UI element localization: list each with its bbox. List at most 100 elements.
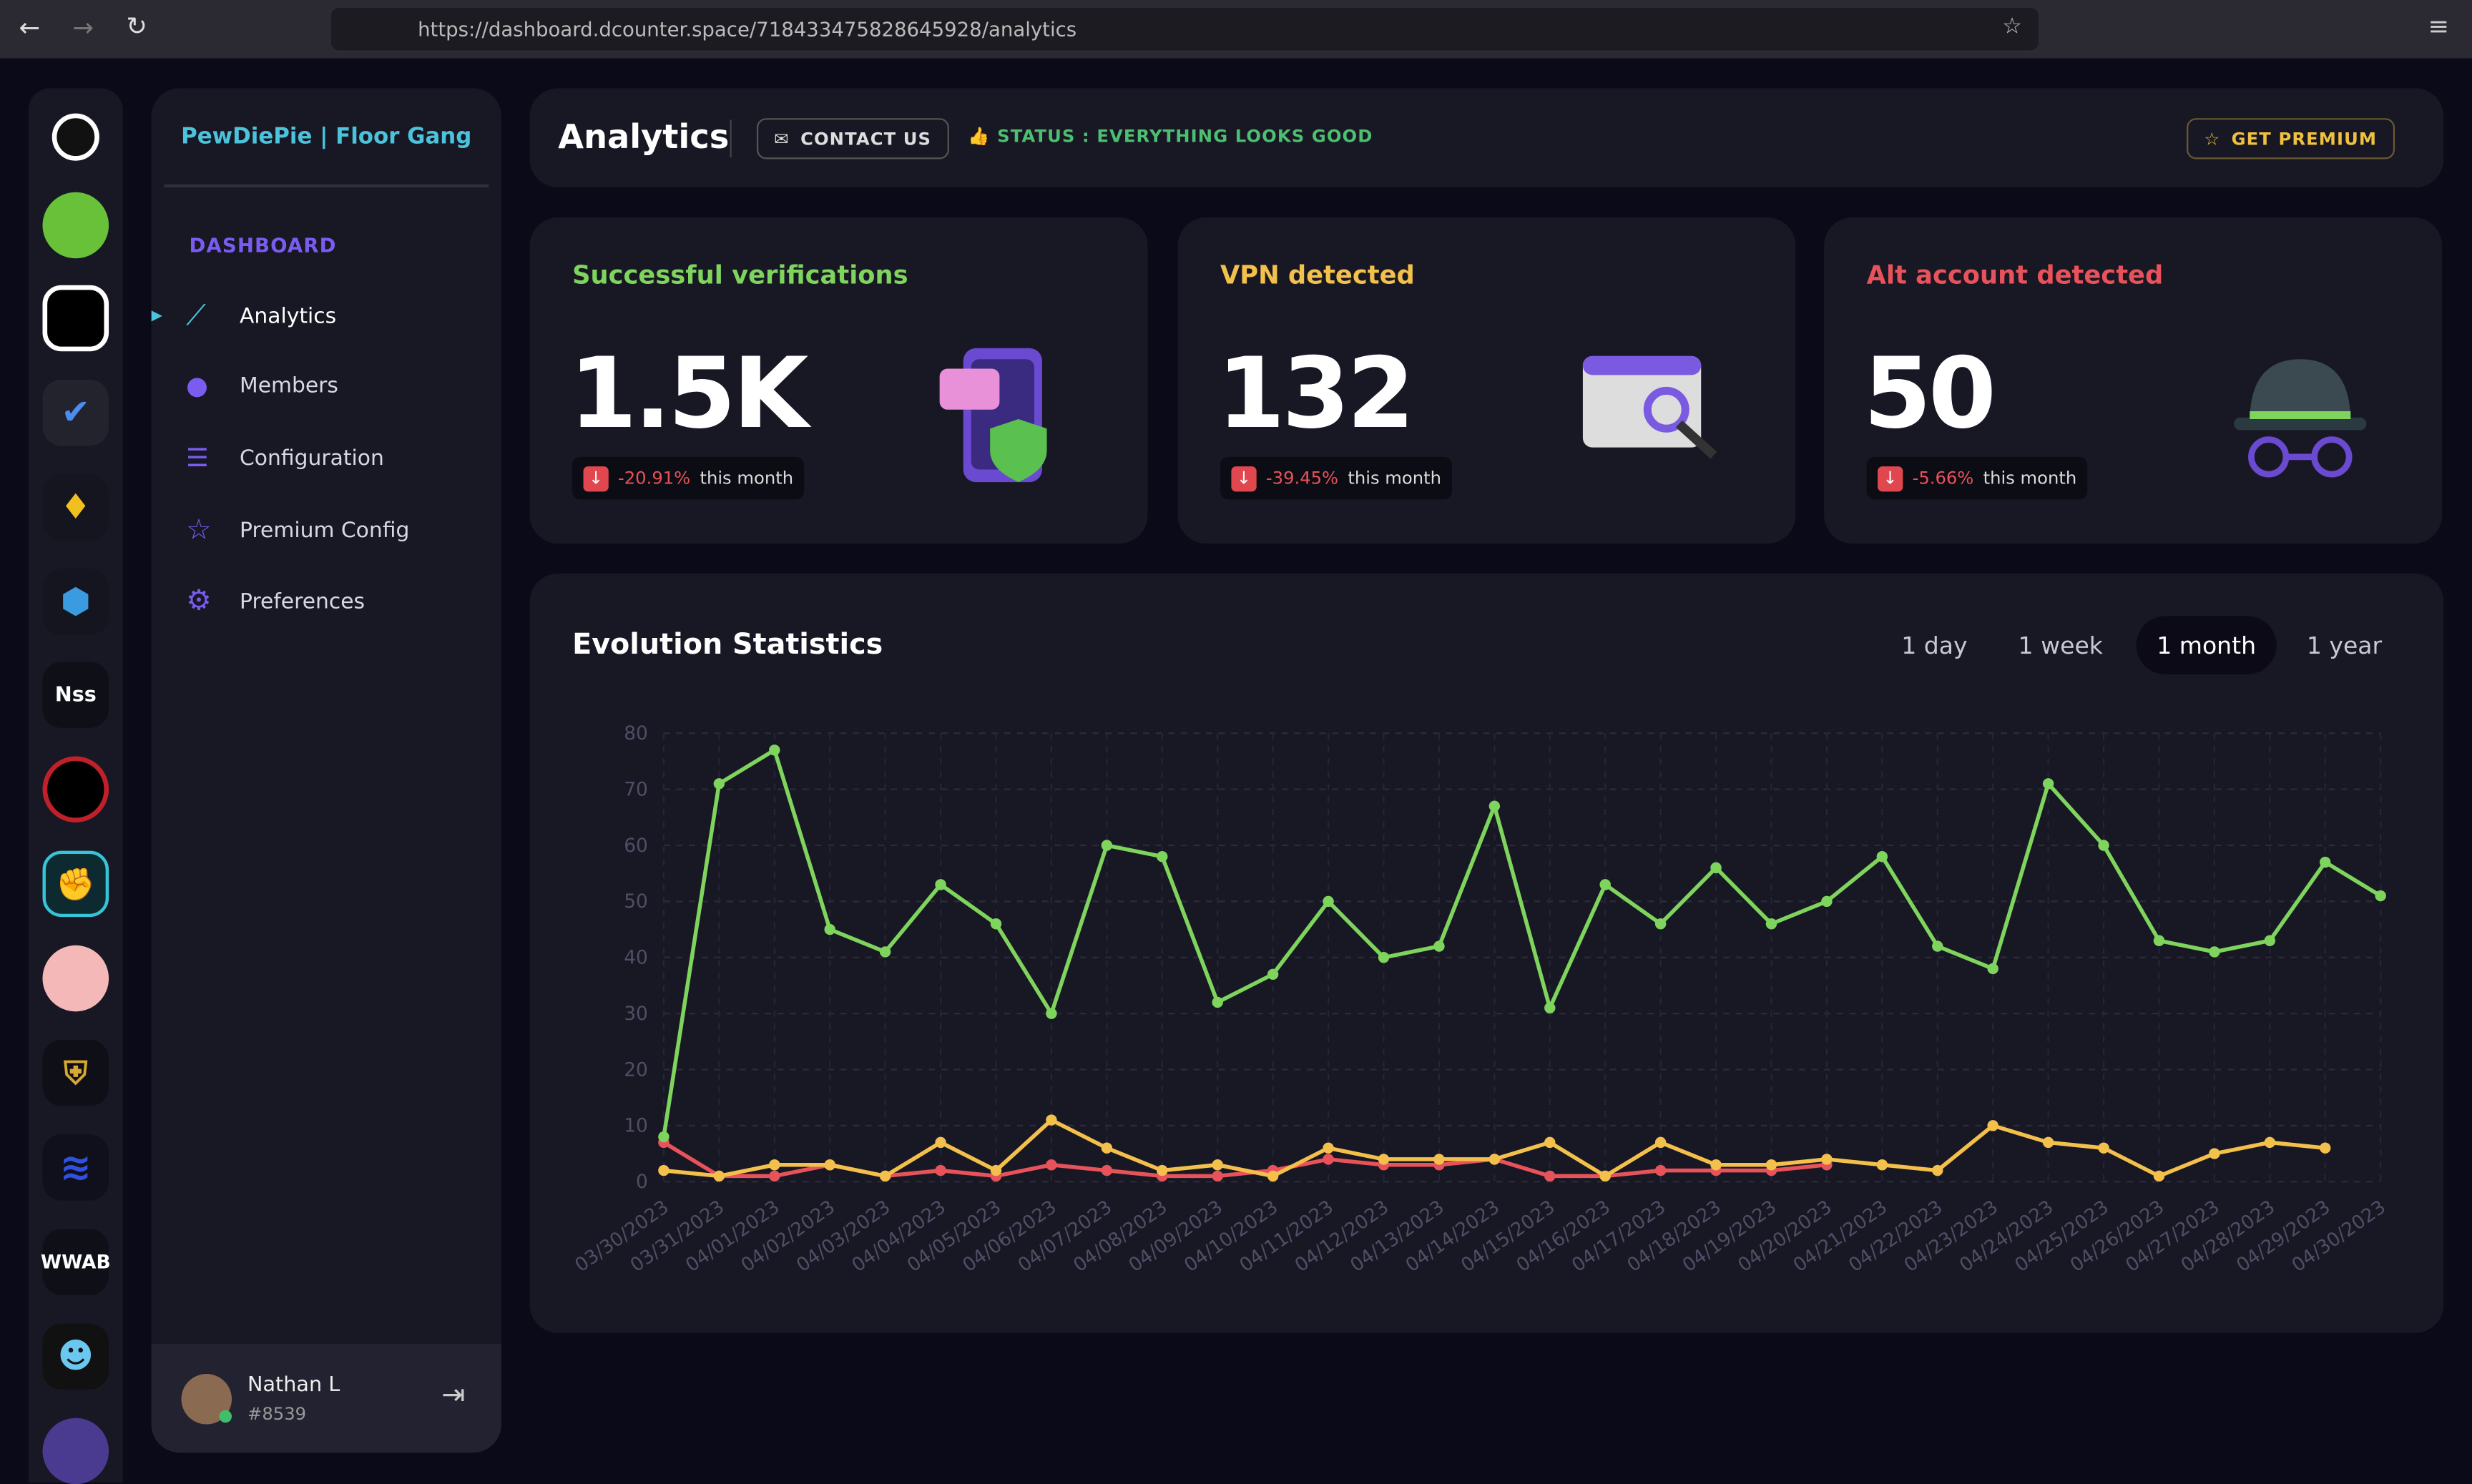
url-bar[interactable]: https://dashboard.dcounter.space/7184334…	[330, 8, 2039, 51]
range-button[interactable]: 1 day	[1885, 616, 1983, 674]
data-point	[1932, 1164, 1943, 1176]
data-point	[1378, 1154, 1390, 1165]
forward-button[interactable]: →	[72, 12, 94, 43]
y-tick-label: 20	[624, 1058, 648, 1081]
data-point	[769, 1159, 780, 1171]
page-title: Analytics	[558, 118, 730, 157]
data-point	[1544, 1136, 1556, 1149]
change-period: this month	[1983, 468, 2077, 488]
server-icon[interactable]: ⬢	[42, 569, 109, 635]
data-point	[1987, 963, 1998, 975]
data-point	[935, 1136, 946, 1149]
data-point	[1876, 1159, 1888, 1171]
series-line	[662, 748, 2382, 1137]
data-point	[1267, 1170, 1279, 1182]
data-point	[1654, 1136, 1667, 1149]
data-point	[658, 1164, 670, 1176]
data-point	[1654, 918, 1667, 930]
data-point	[824, 923, 835, 935]
reload-button[interactable]: ↻	[126, 11, 147, 41]
data-point	[1212, 1159, 1223, 1171]
data-point	[2153, 935, 2165, 946]
data-point	[1876, 850, 1888, 863]
range-button[interactable]: 1 year	[2295, 616, 2393, 674]
server-icon[interactable]: ☻	[42, 1323, 109, 1390]
server-icon[interactable]	[42, 756, 109, 822]
back-button[interactable]: ←	[19, 12, 40, 43]
nav-item[interactable]: ● Members	[186, 370, 338, 401]
data-point	[1046, 1159, 1057, 1171]
data-point	[2042, 1136, 2054, 1149]
data-point	[1765, 1159, 1777, 1171]
data-point	[1544, 1002, 1556, 1014]
server-label: Nss	[54, 683, 97, 707]
sidebar: PewDiePie | Floor Gang DASHBOARD	[151, 88, 501, 1453]
user-name: Nathan L	[247, 1374, 340, 1398]
server-icon[interactable]	[42, 1417, 109, 1484]
menu-button[interactable]: ≡	[2428, 11, 2449, 41]
server-icon[interactable]: Nss	[42, 662, 109, 728]
stat-card: Alt account detected 50 ↓ -5.66% this mont…	[1824, 217, 2443, 544]
data-point	[1488, 800, 1501, 812]
server-icon[interactable]	[42, 192, 109, 259]
button-label: GET PREMIUM	[2231, 128, 2378, 149]
server-icon[interactable]	[42, 945, 109, 1012]
data-point	[658, 1131, 670, 1143]
data-point	[1323, 895, 1334, 908]
data-point	[2375, 890, 2386, 902]
server-icon[interactable]: ♦	[42, 474, 109, 541]
contact-button[interactable]: ✉ CONTACT US	[756, 118, 949, 159]
y-tick-label: 80	[624, 722, 648, 745]
logout-button[interactable]: ⇥	[441, 1378, 466, 1412]
nav-item[interactable]: ☰ Configuration	[186, 443, 384, 473]
range-button[interactable]: 1 month	[2136, 616, 2277, 674]
server-icon[interactable]: ✊	[42, 850, 109, 918]
nav-item[interactable]: ⟋ Analytics	[186, 299, 337, 333]
range-button[interactable]: 1 week	[2003, 616, 2117, 674]
data-point	[990, 918, 1002, 930]
data-point	[1488, 1154, 1501, 1165]
data-point	[2042, 778, 2054, 790]
nav-label: Members	[240, 373, 338, 398]
nav-item[interactable]: ☆ Premium Config	[186, 513, 410, 547]
data-point	[1378, 952, 1390, 963]
y-tick-label: 40	[624, 947, 648, 969]
data-point	[1433, 1154, 1445, 1165]
header: Analytics ✉ CONTACT US 👍 STATUS : EVERYTH…	[529, 88, 2444, 188]
nav-item[interactable]: ⚙ Preferences	[186, 584, 366, 618]
server-icon[interactable]: ⛨	[42, 1039, 109, 1106]
data-point	[713, 778, 725, 790]
card-value: 1.5K	[569, 335, 809, 451]
change-value: -5.66%	[1912, 468, 1974, 488]
home-icon[interactable]	[52, 113, 99, 161]
user-tag: #8539	[247, 1403, 307, 1425]
chart-title: Evolution Statistics	[572, 628, 883, 662]
data-point	[1710, 1159, 1722, 1171]
y-tick-label: 70	[624, 778, 648, 800]
y-tick-label: 0	[636, 1171, 648, 1193]
change-period: this month	[700, 468, 794, 488]
server-icon[interactable]: ≋	[42, 1134, 109, 1201]
user-panel: Nathan L #8539 ⇥	[151, 1344, 501, 1453]
server-icon[interactable]	[42, 285, 109, 352]
data-point	[1654, 1164, 1667, 1176]
data-point	[2264, 935, 2276, 946]
bookmark-star[interactable]: ☆	[2002, 14, 2022, 40]
change-value: -20.91%	[618, 468, 691, 488]
nav-label: Preferences	[240, 588, 366, 614]
server-label: WWAB	[40, 1251, 111, 1274]
card-title: Alt account detected	[1866, 260, 2164, 290]
data-point	[2209, 1148, 2220, 1159]
data-point	[1599, 879, 1611, 890]
card-change: ↓ -5.66% this month	[1866, 456, 2088, 500]
data-point	[1599, 1170, 1611, 1182]
data-point	[1821, 895, 1833, 908]
data-point	[1212, 1170, 1223, 1182]
card-title: Successful verifications	[572, 260, 908, 290]
y-tick-label: 50	[624, 890, 648, 913]
server-icon[interactable]: WWAB	[40, 1229, 111, 1295]
stat-card: VPN detected 132 ↓ -39.45% this month	[1177, 217, 1796, 544]
data-point	[1157, 1164, 1168, 1176]
premium-button[interactable]: ☆ GET PREMIUM	[2187, 118, 2395, 159]
server-icon[interactable]: ✔	[42, 379, 109, 446]
